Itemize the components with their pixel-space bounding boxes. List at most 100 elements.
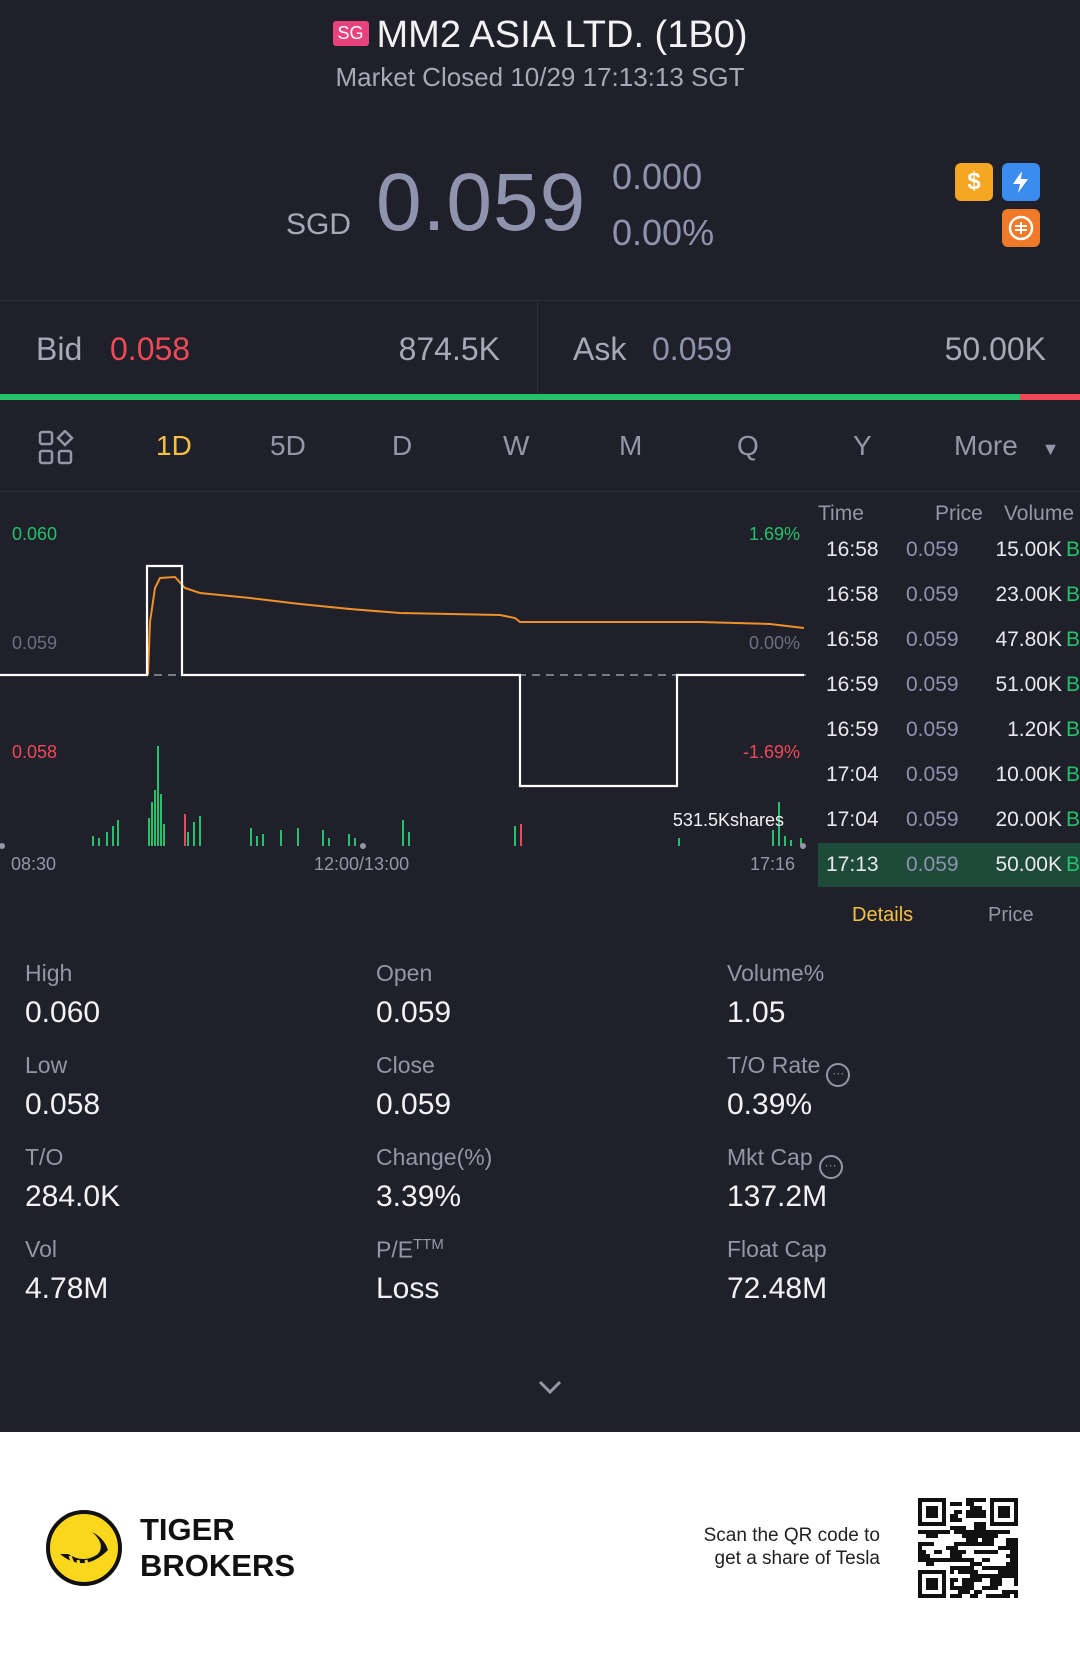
tick-side: B [1065, 583, 1080, 606]
average-price-line [147, 575, 805, 676]
volume-bar [772, 830, 774, 846]
chevron-down-icon[interactable] [536, 1378, 564, 1406]
volume-bar [250, 828, 252, 846]
tick-row: 16:59 0.059 1.20K B [818, 708, 1080, 752]
tick-volume: 47.80K [995, 628, 1062, 651]
tab-w[interactable]: W [503, 430, 530, 461]
stat-close: 0.059 [376, 1088, 452, 1121]
volume-bar [193, 822, 195, 846]
stat-change: 3.39% [376, 1180, 462, 1213]
volume-bar [163, 824, 165, 846]
y-axis-bottom: 0.058 [12, 742, 58, 762]
volume-bar [280, 830, 282, 846]
tick-price: 0.059 [906, 718, 959, 741]
volume-bar [98, 838, 100, 846]
tick-side: B [1065, 538, 1080, 561]
volume-bar [520, 824, 522, 846]
stock-header: SG MM2 ASIA LTD. (1B0) Market Closed 10/2… [0, 0, 1080, 300]
volume-bar [160, 794, 162, 846]
tab-y[interactable]: Y [853, 430, 872, 461]
more-info-icon[interactable]: ··· [826, 1063, 851, 1087]
volume-bar [402, 820, 404, 846]
tick-price: 0.059 [906, 808, 959, 831]
scan-line-1: Scan the QR code to [703, 1525, 880, 1546]
y-axis-mid: 0.059 [12, 633, 58, 653]
x-axis-mid: 12:00/13:00 [314, 854, 410, 874]
stat-vol-label: Vol [25, 1236, 57, 1262]
tick-price: 0.059 [906, 538, 959, 561]
price-line [0, 564, 804, 788]
lightning-icon[interactable] [1002, 163, 1040, 201]
tick-row: 17:04 0.059 10.00K B [818, 753, 1080, 797]
volume-max-label: 531.5Kshares [672, 810, 784, 830]
tick-volume: 10.00K [995, 763, 1062, 786]
tab-more[interactable]: More ▼ [954, 430, 1059, 462]
volume-bar [322, 830, 324, 846]
tab-q[interactable]: Q [737, 430, 759, 461]
pct-axis-top: 1.69% [748, 524, 800, 544]
volume-bar [328, 838, 330, 846]
volume-bar [117, 820, 119, 846]
stat-high: 0.060 [25, 996, 101, 1029]
qr-code-icon [918, 1498, 1018, 1598]
ask-label: Ask [573, 331, 627, 367]
volume-bar [678, 838, 680, 846]
stat-mktcap-label: Mkt Cap [727, 1144, 813, 1170]
ticks-details-link[interactable]: Details [852, 904, 914, 926]
volume-bar [297, 828, 299, 846]
stat-to: 284.0K [25, 1180, 121, 1213]
tick-volume: 1.20K [1007, 718, 1062, 741]
tick-time: 16:59 [826, 718, 879, 741]
tick-row: 17:13 0.059 50.00K B [818, 843, 1080, 887]
tick-price: 0.059 [906, 853, 959, 876]
ask-price: 0.059 [652, 331, 733, 367]
stat-to-label: T/O [25, 1144, 64, 1170]
stat-close-label: Close [376, 1052, 435, 1078]
stat-open: 0.059 [376, 996, 452, 1029]
brand-line-2: BROKERS [140, 1548, 296, 1583]
stat-pe-sup: TTM [413, 1236, 444, 1253]
tab-1d[interactable]: 1D [156, 430, 192, 461]
more-info-icon[interactable]: ··· [818, 1155, 843, 1179]
volume-bar [148, 818, 150, 846]
tick-time: 16:58 [826, 583, 879, 606]
scan-text: Scan the QR code to get a share of Tesla [640, 1524, 880, 1570]
ticks-head-price: Price [935, 502, 983, 525]
tick-volume: 15.00K [995, 538, 1062, 561]
scan-line-2: get a share of Tesla [714, 1548, 880, 1569]
volume-bar [514, 826, 516, 846]
stat-high-label: High [25, 960, 73, 986]
chart-grid-icon[interactable] [38, 429, 74, 471]
tick-side: B [1065, 763, 1080, 786]
tiger-coin-icon[interactable] [1002, 209, 1040, 247]
currency-label: SGD [286, 208, 352, 241]
tick-time: 16:58 [826, 628, 879, 651]
stat-to-rate-label: T/O Rate [727, 1052, 821, 1078]
tick-time: 16:59 [826, 673, 879, 696]
intraday-chart[interactable]: 0.060 0.059 0.058 1.69% 0.00% -1.69% 531… [0, 492, 810, 932]
tab-d[interactable]: D [392, 430, 413, 461]
tick-time: 17:04 [826, 763, 879, 786]
tick-volume: 20.00K [995, 808, 1062, 831]
dollar-icon[interactable]: $ [955, 163, 993, 201]
volume-bar [256, 836, 258, 846]
session-start-dot [0, 843, 5, 849]
brand-line-1: TIGER [140, 1512, 235, 1547]
stat-low-label: Low [25, 1052, 68, 1078]
stat-pe: Loss [376, 1272, 440, 1305]
volume-bar [354, 838, 356, 846]
share-footer: TIGER BROKERS Scan the QR code to get a … [0, 1432, 1080, 1662]
y-axis-top: 0.060 [12, 524, 58, 544]
tick-price: 0.059 [906, 583, 959, 606]
tab-more-label: More [954, 430, 1018, 461]
ticks-price-tab[interactable]: Price [988, 904, 1034, 926]
volume-bar [348, 834, 350, 846]
tick-side: B [1065, 628, 1080, 651]
volume-bar [408, 832, 410, 846]
tab-m[interactable]: M [619, 430, 643, 461]
x-axis-end: 17:16 [750, 854, 796, 874]
tab-5d[interactable]: 5D [270, 430, 306, 461]
volume-bar [112, 826, 114, 846]
stat-pe-label: P/E [376, 1236, 414, 1263]
tick-time: 17:04 [826, 808, 879, 831]
